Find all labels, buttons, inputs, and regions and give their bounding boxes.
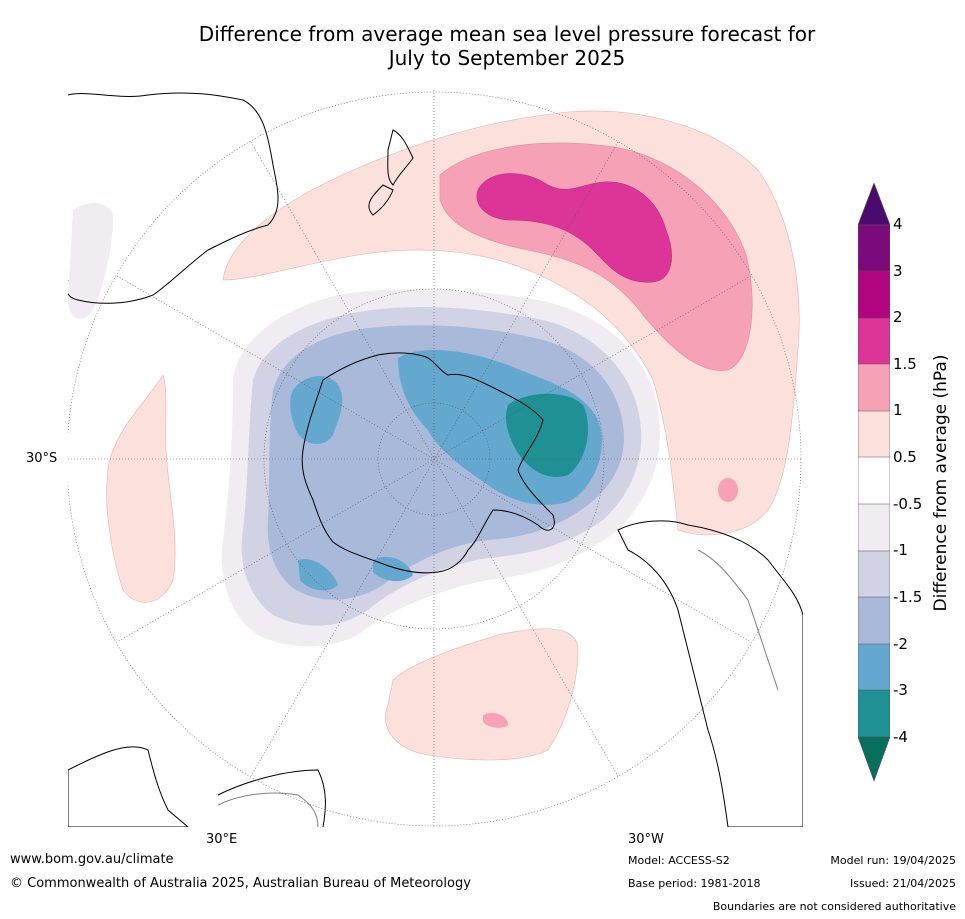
- colorbar-tick-m1.5: -1.5: [893, 588, 923, 606]
- colorbar-tick-1: 1: [893, 401, 903, 419]
- colorbar-bin-0.5-1: [858, 411, 890, 457]
- south-america-border: [697, 549, 779, 691]
- chart-title: Difference from average mean sea level p…: [60, 22, 954, 70]
- antarctica-outline: [301, 352, 555, 574]
- colorbar-tick-4: 4: [893, 215, 903, 233]
- lat-label-30s: 30°S: [26, 451, 58, 466]
- title-line-1: Difference from average mean sea level p…: [198, 22, 816, 46]
- colorbar-title: Difference from average (hPa): [931, 354, 951, 612]
- model-text: Model: ACCESS-S2: [628, 854, 730, 867]
- anomaly-negative-m2-m3-south: [298, 559, 338, 591]
- colorbar-tick-m4: -4: [893, 728, 908, 746]
- colorbar-over-arrow: [858, 183, 890, 226]
- colorbar-tick-m1: -1: [893, 541, 908, 559]
- colorbar-tick-1.5: 1.5: [893, 355, 917, 373]
- colorbar-bin-1.5-2: [858, 318, 890, 364]
- anomaly-negative-m3-m4: [505, 393, 588, 478]
- colorbar-tick-m3: -3: [893, 681, 908, 699]
- colorbar-tick-m0.5: -0.5: [893, 495, 923, 513]
- south-america-coast: [617, 520, 803, 827]
- anomaly-positive-1.5-2: [476, 173, 672, 283]
- colorbar-under-arrow: [858, 736, 890, 782]
- anomaly-positive-blob: [718, 478, 738, 502]
- website-link[interactable]: www.bom.gov.au/climate: [10, 852, 174, 867]
- colorbar: [858, 183, 890, 782]
- colorbar-tick-0.5: 0.5: [893, 448, 917, 466]
- anomaly-positive-atlantic: [385, 628, 579, 761]
- colorbar-bin-m2-m1.5: [858, 597, 890, 644]
- model-run-text: Model run: 19/04/2025: [830, 854, 956, 867]
- colorbar-bin-3-4: [858, 225, 890, 271]
- africa-coast: [68, 746, 189, 827]
- colorbar-tick-2: 2: [893, 308, 903, 326]
- anomaly-negative-west-australia: [68, 203, 113, 319]
- issued-text: Issued: 21/04/2025: [849, 877, 956, 890]
- australia-coast: [68, 92, 279, 304]
- copyright-text: © Commonwealth of Australia 2025, Austra…: [10, 876, 471, 891]
- colorbar-bin-1-1.5: [858, 364, 890, 411]
- colorbar-bin-m1.5-m1: [858, 551, 890, 597]
- lon-label-30e: 30°E: [206, 832, 238, 847]
- colorbar-bin-m1-m0.5: [858, 504, 890, 551]
- africa-border: [217, 792, 319, 827]
- anomaly-positive-indian-ocean: [106, 374, 176, 603]
- colorbar-bin-2-3: [858, 271, 890, 318]
- colorbar-tick-m2: -2: [893, 635, 908, 653]
- graticule: [68, 90, 803, 827]
- lon-label-30w: 30°W: [628, 832, 664, 847]
- anomaly-negative-m2-m3-south2: [373, 556, 413, 582]
- new-zealand-south: [368, 184, 394, 216]
- colorbar-bin-m4-m3: [858, 690, 890, 737]
- base-period-text: Base period: 1981-2018: [628, 877, 761, 890]
- colorbar-bin-m3-m2: [858, 644, 890, 690]
- polar-map: [68, 90, 803, 827]
- new-zealand-north: [387, 129, 414, 186]
- africa-coast-2: [217, 769, 326, 827]
- anomaly-negative-m2-m3-west: [290, 375, 343, 445]
- title-line-2: July to September 2025: [388, 46, 626, 70]
- map-svg: [68, 90, 803, 827]
- anomaly-positive-atlantic-core: [483, 713, 508, 728]
- colorbar-tick-3: 3: [893, 262, 903, 280]
- disclaimer-text: Boundaries are not considered authoritat…: [712, 900, 956, 913]
- colorbar-bin-neutral: [858, 457, 890, 504]
